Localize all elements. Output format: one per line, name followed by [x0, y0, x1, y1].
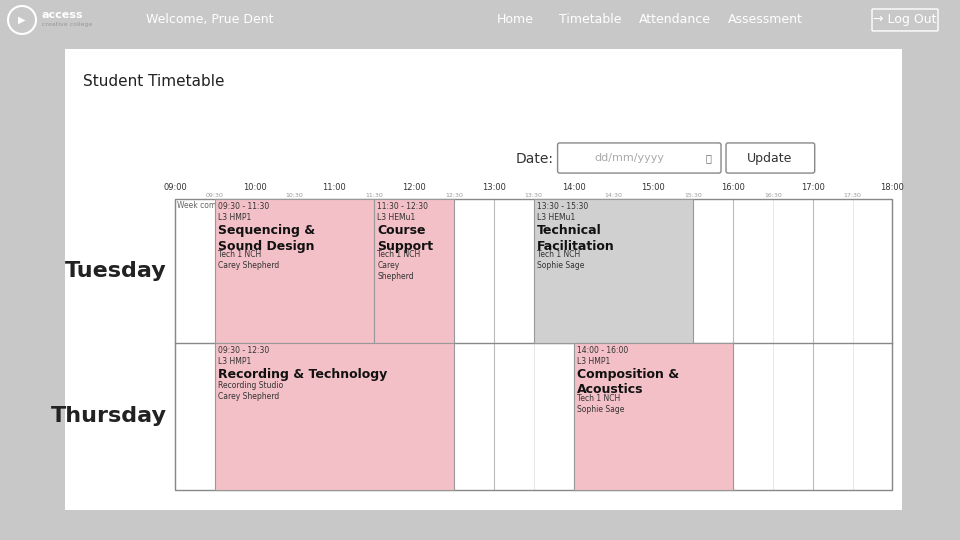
Text: 09:30 - 12:30: 09:30 - 12:30 [218, 346, 269, 355]
Text: 13:30 - 15:30: 13:30 - 15:30 [537, 202, 588, 211]
Bar [175, 199, 893, 490]
FancyBboxPatch shape [558, 143, 721, 173]
Text: Course
Support: Course Support [377, 224, 433, 253]
Text: Welcome, Prue Dent: Welcome, Prue Dent [146, 14, 274, 26]
Text: 17:30: 17:30 [844, 193, 861, 198]
Bar [215, 199, 374, 343]
Text: Sequencing &
Sound Design: Sequencing & Sound Design [218, 224, 315, 253]
Text: Composition &
Acoustics: Composition & Acoustics [577, 368, 679, 396]
Text: Tech 1 NCH: Tech 1 NCH [537, 251, 580, 259]
Text: Recording & Technology: Recording & Technology [218, 368, 387, 381]
Text: 18:00: 18:00 [880, 183, 904, 192]
Text: Assessment: Assessment [728, 14, 803, 26]
Text: Date:: Date: [516, 152, 554, 166]
Text: 14:30: 14:30 [605, 193, 622, 198]
Text: creative college: creative college [42, 23, 92, 28]
Text: 16:00: 16:00 [721, 183, 745, 192]
Text: Tech 1 NCH: Tech 1 NCH [377, 251, 420, 259]
Bar [573, 343, 733, 490]
Text: Thursday: Thursday [51, 407, 167, 427]
Text: Tuesday: Tuesday [65, 261, 167, 281]
Text: 16:30: 16:30 [764, 193, 781, 198]
FancyBboxPatch shape [726, 143, 815, 173]
Text: 11:00: 11:00 [323, 183, 347, 192]
Bar [374, 199, 454, 343]
Text: 09:00: 09:00 [163, 183, 187, 192]
Text: 10:00: 10:00 [243, 183, 267, 192]
Text: Update: Update [747, 152, 793, 165]
Text: 📅: 📅 [706, 153, 711, 163]
Text: Carey Shepherd: Carey Shepherd [218, 261, 279, 271]
Text: Technical
Facilitation: Technical Facilitation [537, 224, 614, 253]
Text: 12:00: 12:00 [402, 183, 426, 192]
Text: access: access [42, 10, 84, 20]
Text: L3 HMP1: L3 HMP1 [218, 357, 251, 366]
Text: ▶: ▶ [18, 15, 26, 25]
Text: 15:30: 15:30 [684, 193, 702, 198]
Text: Sophie Sage: Sophie Sage [577, 405, 624, 414]
Text: Recording Studio: Recording Studio [218, 381, 283, 390]
Text: 12:30: 12:30 [445, 193, 463, 198]
Text: Week commencing: 22/01/2024: Week commencing: 22/01/2024 [177, 201, 298, 210]
Text: Timetable: Timetable [559, 14, 621, 26]
FancyBboxPatch shape [62, 45, 905, 514]
Text: 10:30: 10:30 [286, 193, 303, 198]
Text: Carey
Shepherd: Carey Shepherd [377, 261, 414, 281]
Text: 13:00: 13:00 [482, 183, 506, 192]
Text: 11:30: 11:30 [366, 193, 383, 198]
Text: Attendance: Attendance [639, 14, 711, 26]
Text: L3 HMP1: L3 HMP1 [577, 357, 610, 366]
Text: Tech 1 NCH: Tech 1 NCH [577, 394, 620, 403]
Text: L3 HMP1: L3 HMP1 [218, 213, 251, 222]
Text: 09:30 - 11:30: 09:30 - 11:30 [218, 202, 269, 211]
Text: L3 HEMu1: L3 HEMu1 [537, 213, 575, 222]
Text: Home: Home [496, 14, 534, 26]
Text: 15:00: 15:00 [641, 183, 665, 192]
Bar [215, 343, 454, 490]
Text: 14:00: 14:00 [562, 183, 586, 192]
Bar [534, 199, 693, 343]
Text: Tech 1 NCH: Tech 1 NCH [218, 251, 261, 259]
Text: Student Timetable: Student Timetable [84, 73, 225, 89]
Text: 09:30: 09:30 [205, 193, 224, 198]
Text: 14:00 - 16:00: 14:00 - 16:00 [577, 346, 628, 355]
Text: L3 HEMu1: L3 HEMu1 [377, 213, 416, 222]
Text: dd/mm/yyyy: dd/mm/yyyy [594, 153, 664, 163]
Text: 13:30: 13:30 [525, 193, 542, 198]
Text: 17:00: 17:00 [801, 183, 825, 192]
Text: → Log Out: → Log Out [874, 14, 937, 26]
Text: Sophie Sage: Sophie Sage [537, 261, 584, 271]
Text: 11:30 - 12:30: 11:30 - 12:30 [377, 202, 428, 211]
Text: Carey Shepherd: Carey Shepherd [218, 392, 279, 401]
